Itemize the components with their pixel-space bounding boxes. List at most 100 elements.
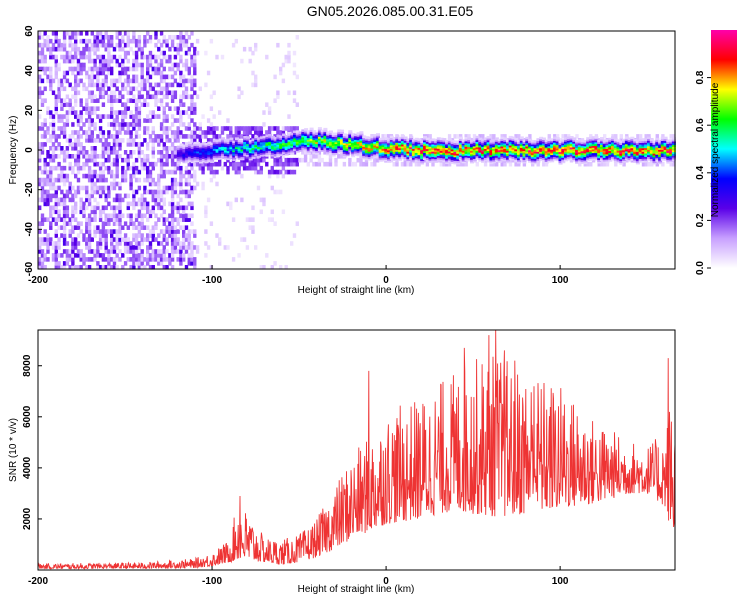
spectrogram-cell: [62, 209, 67, 215]
ridge-cell: [481, 138, 486, 142]
spectrogram-cell: [57, 185, 61, 191]
ridge-cell: [248, 143, 253, 147]
spectrogram-cell: [198, 134, 202, 139]
spectrogram-cell: [265, 54, 269, 60]
ridge-cell: [619, 153, 624, 156]
spectrogram-cell: [622, 161, 626, 167]
spectrogram-cell: [60, 86, 64, 92]
ridge-cell: [268, 135, 273, 139]
spectrogram-cell: [112, 261, 117, 266]
ridge-cell: [337, 133, 342, 136]
spectrogram-cell: [98, 233, 103, 238]
spectrogram-cell: [281, 209, 286, 215]
ridge-cell: [572, 148, 577, 151]
ridge-cell: [279, 139, 284, 142]
spectrogram-cell: [237, 165, 241, 171]
spectrogram-cell: [176, 35, 180, 40]
spectrogram-cell: [65, 146, 70, 151]
ridge-cell: [234, 151, 239, 155]
ridge-cell: [345, 151, 350, 155]
spectrogram-cell: [137, 106, 142, 111]
ridge-cell: [497, 144, 502, 147]
spectrogram-cell: [107, 165, 111, 171]
ridge-cell: [342, 144, 347, 147]
ridge-cell: [182, 153, 187, 156]
ridge-cell: [503, 137, 508, 140]
ridge-cell: [445, 159, 450, 163]
ridge-cell: [279, 135, 284, 139]
ridge-cell: [409, 137, 414, 141]
spectrogram-cell: [112, 146, 117, 151]
spectrogram-cell: [140, 225, 144, 230]
spectrogram-cell: [65, 94, 70, 100]
ridge-cell: [627, 148, 632, 151]
ridge-cell: [514, 159, 519, 162]
spectrogram-cell: [74, 205, 78, 211]
spectrogram-cell: [459, 161, 463, 167]
spectrogram-cell: [90, 150, 94, 155]
spectrogram-cell: [170, 221, 175, 226]
spectrogram-cell: [140, 253, 144, 258]
ridge-cell: [436, 155, 441, 158]
spectrogram-cell: [74, 217, 78, 222]
spectrogram-cell: [215, 126, 219, 131]
spectrogram-cell: [586, 161, 590, 167]
spectrogram-cell: [40, 217, 45, 222]
ridge-cell: [295, 142, 300, 146]
ridge-cell: [536, 151, 541, 154]
spectrogram-cell: [146, 225, 150, 230]
ridge-cell: [387, 160, 391, 163]
ridge-cell: [190, 155, 195, 158]
spectrogram-cell: [315, 161, 319, 167]
spectrogram-cell: [137, 150, 142, 155]
ridge-cell: [201, 145, 206, 149]
ridge-cell: [329, 151, 333, 155]
spectrogram-cell: [273, 161, 277, 167]
spectrogram-cell: [101, 225, 106, 230]
spectrogram-cell: [51, 142, 56, 147]
spectrogram-cell: [184, 58, 189, 64]
spectrogram-cell: [129, 165, 133, 171]
spectrogram-cell: [112, 78, 117, 84]
ridge-cell: [517, 145, 521, 148]
spectrogram-cell: [79, 118, 83, 123]
spectrogram-cell: [173, 245, 178, 250]
spectrogram-cell: [62, 150, 67, 155]
spectrogram-cell: [60, 98, 64, 103]
ridge-cell: [575, 147, 580, 150]
spectrogram-cell: [176, 249, 180, 254]
ridge-cell: [364, 141, 369, 145]
spectrogram-cell: [184, 193, 189, 199]
ridge-cell: [315, 152, 320, 155]
ridge-cell: [329, 141, 333, 144]
spectrogram-cell: [71, 46, 75, 52]
spectrogram-cell: [90, 154, 94, 159]
spectrogram-cell: [90, 94, 94, 100]
spectrogram-cell: [62, 58, 67, 64]
ridge-cell: [298, 149, 303, 152]
ridge-cell: [262, 144, 267, 148]
ridge-cell: [334, 136, 339, 139]
spectrogram-cell: [49, 165, 53, 171]
spectrogram-cell: [148, 245, 153, 250]
spectrogram-cell: [168, 253, 172, 258]
ridge-cell: [633, 146, 638, 149]
spectrogram-cell: [98, 177, 103, 183]
spectrogram-cell: [193, 82, 197, 88]
spectrogram-cell: [148, 209, 153, 215]
spectrogram-cell: [71, 54, 75, 60]
ridge-cell: [179, 150, 184, 154]
ridge-cell: [633, 144, 638, 147]
spectrogram-cell: [356, 157, 360, 163]
ridge-cell: [519, 136, 524, 139]
spectrogram-cell: [98, 118, 103, 123]
spectrogram-cell: [112, 157, 117, 163]
ridge-cell: [572, 137, 577, 140]
ridge-cell: [309, 140, 314, 143]
ridge-cell: [635, 158, 640, 161]
spectrogram-cell: [132, 142, 136, 147]
spectrogram-cell: [62, 177, 67, 183]
spectrogram-cell: [96, 106, 100, 111]
ridge-cell: [201, 149, 206, 152]
spectrogram-cell: [154, 114, 158, 119]
